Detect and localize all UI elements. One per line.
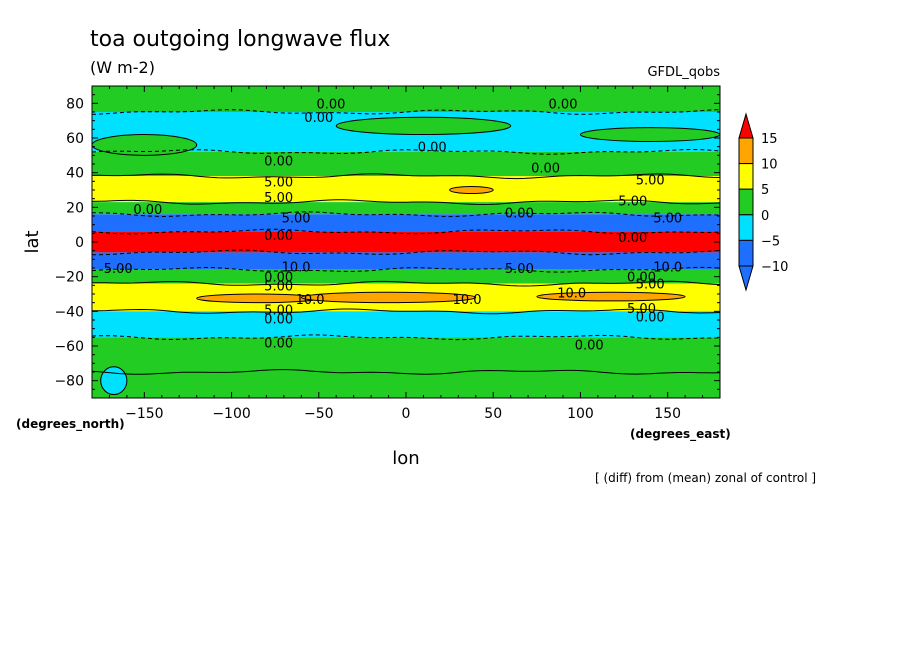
contour-label: 0.00 xyxy=(418,141,447,156)
y-tick-label: −80 xyxy=(54,374,84,390)
contour-label: 0.00 xyxy=(618,231,647,246)
x-tick-label: 150 xyxy=(654,406,681,422)
x-tick-label: 50 xyxy=(484,406,502,422)
contour-label: 5.00 xyxy=(264,279,293,294)
anomaly-patch xyxy=(579,127,721,142)
zonal-band xyxy=(92,214,720,232)
contour-label: 5.00 xyxy=(104,262,133,277)
chart-units: (W m-2) xyxy=(90,58,155,77)
contour-line xyxy=(92,280,721,287)
contour-label: 0.00 xyxy=(627,271,656,286)
zonal-band xyxy=(92,269,720,284)
colorbar-label: −10 xyxy=(761,260,788,275)
colorbar-segment xyxy=(738,137,754,165)
zonal-band xyxy=(92,151,720,177)
contour-label: 5.00 xyxy=(618,194,647,209)
y-axis: −80 −60 −40 −20 0 20 40 60 80 xyxy=(54,85,720,399)
contour-line xyxy=(92,308,721,315)
zonal-band xyxy=(92,231,720,253)
contour-label: 10.0 xyxy=(653,260,682,275)
zonal-band xyxy=(92,176,720,203)
x-axis-label: lon xyxy=(392,448,419,469)
y-units-label: (degrees_north) xyxy=(16,417,125,432)
x-tick-label: −150 xyxy=(125,406,163,422)
contour-label: 0.00 xyxy=(264,271,293,286)
plot-area: 0.000.000.000.000.00 0.005.00 5.005.00 5.00… xyxy=(91,85,721,399)
contour-labels: 0.000.000.000.000.00 0.005.00 5.005.00 5.00… xyxy=(104,97,682,353)
y-tick-label: 0 xyxy=(75,235,84,251)
contour-label: 5.00 xyxy=(282,212,311,227)
anomaly-patches xyxy=(91,116,721,396)
colorbar-label: 10 xyxy=(761,158,778,173)
x-tick-label: −100 xyxy=(212,406,250,422)
x-tick-label: −50 xyxy=(304,406,334,422)
colorbar-over xyxy=(738,112,754,139)
y-tick-label: −20 xyxy=(54,270,84,286)
colorbar-label: −5 xyxy=(761,234,780,249)
zonal-band xyxy=(92,252,720,270)
colorbar-segment xyxy=(738,163,754,190)
anomaly-patch xyxy=(100,366,128,396)
colorbar: −10 −5 0 5 10 15 xyxy=(738,112,788,292)
contour-label: 0.00 xyxy=(264,155,293,170)
colorbar-segment xyxy=(738,214,754,241)
anomaly-patch xyxy=(300,291,477,304)
contour-label: 0.00 xyxy=(133,203,162,218)
colorbar-label: 5 xyxy=(761,183,769,198)
zonal-band xyxy=(92,202,720,215)
contour-label: 5.00 xyxy=(264,304,293,319)
anomaly-patch xyxy=(91,134,198,156)
x-axis: −150 −100 −50 0 50 100 150 xyxy=(91,86,721,422)
contour-label: 0.00 xyxy=(264,229,293,244)
y-tick-label: 60 xyxy=(66,131,84,147)
y-tick-label: −40 xyxy=(54,304,84,320)
contour-lines xyxy=(91,109,721,375)
contour-label: 5.00 xyxy=(505,262,534,277)
contour-label: 0.00 xyxy=(505,207,534,222)
contour-label: 0.00 xyxy=(317,97,346,112)
colorbar-segment xyxy=(738,239,754,267)
contour-label: 0.00 xyxy=(636,311,665,326)
contour-label: 5.00 xyxy=(264,175,293,190)
y-tick-label: 40 xyxy=(66,166,84,182)
colorbar-label: 15 xyxy=(761,132,778,147)
contour-label: 5.00 xyxy=(636,174,665,189)
colorbar-under xyxy=(738,265,754,292)
contour-label: 5.00 xyxy=(653,212,682,227)
zonal-band xyxy=(92,337,720,372)
y-tick-label: 20 xyxy=(66,200,84,216)
contour-label: 0.00 xyxy=(264,337,293,352)
contour-label: 5.00 xyxy=(627,302,656,317)
contour-label: 0.00 xyxy=(304,111,333,126)
contour-label: 0.00 xyxy=(264,312,293,327)
contour-label: 10.0 xyxy=(282,260,311,275)
y-tick-label: 80 xyxy=(66,96,84,112)
chart-title: toa outgoing longwave flux xyxy=(90,27,390,52)
anomaly-patch xyxy=(536,291,686,302)
zonal-band xyxy=(92,311,720,338)
contour-label: 0.00 xyxy=(575,338,604,353)
contour-line xyxy=(91,173,721,180)
anomaly-patch xyxy=(449,186,494,194)
x-tick-label: 0 xyxy=(402,406,411,422)
x-units-label: (degrees_east) xyxy=(630,427,731,442)
contour-line xyxy=(91,199,721,206)
contour-label: 10.0 xyxy=(296,293,325,308)
contour-label: 0.00 xyxy=(549,97,578,112)
contour-label: 5.00 xyxy=(264,191,293,206)
y-tick-label: −60 xyxy=(54,339,84,355)
contour-label: 10.0 xyxy=(557,286,586,301)
y-axis-label: lat xyxy=(22,230,43,253)
colorbar-label: 0 xyxy=(761,209,769,224)
diff-note: [ (diff) from (mean) zonal of control ] xyxy=(595,471,816,485)
dataset-label: GFDL_qobs xyxy=(647,65,720,80)
contour-label: 10.0 xyxy=(453,293,482,308)
colorbar-segment xyxy=(738,188,754,216)
contour-label: 0.00 xyxy=(531,161,560,176)
x-tick-label: 100 xyxy=(567,406,594,422)
contour-line xyxy=(91,369,721,375)
contour-label: 5.00 xyxy=(636,278,665,293)
anomaly-patch xyxy=(335,116,512,136)
